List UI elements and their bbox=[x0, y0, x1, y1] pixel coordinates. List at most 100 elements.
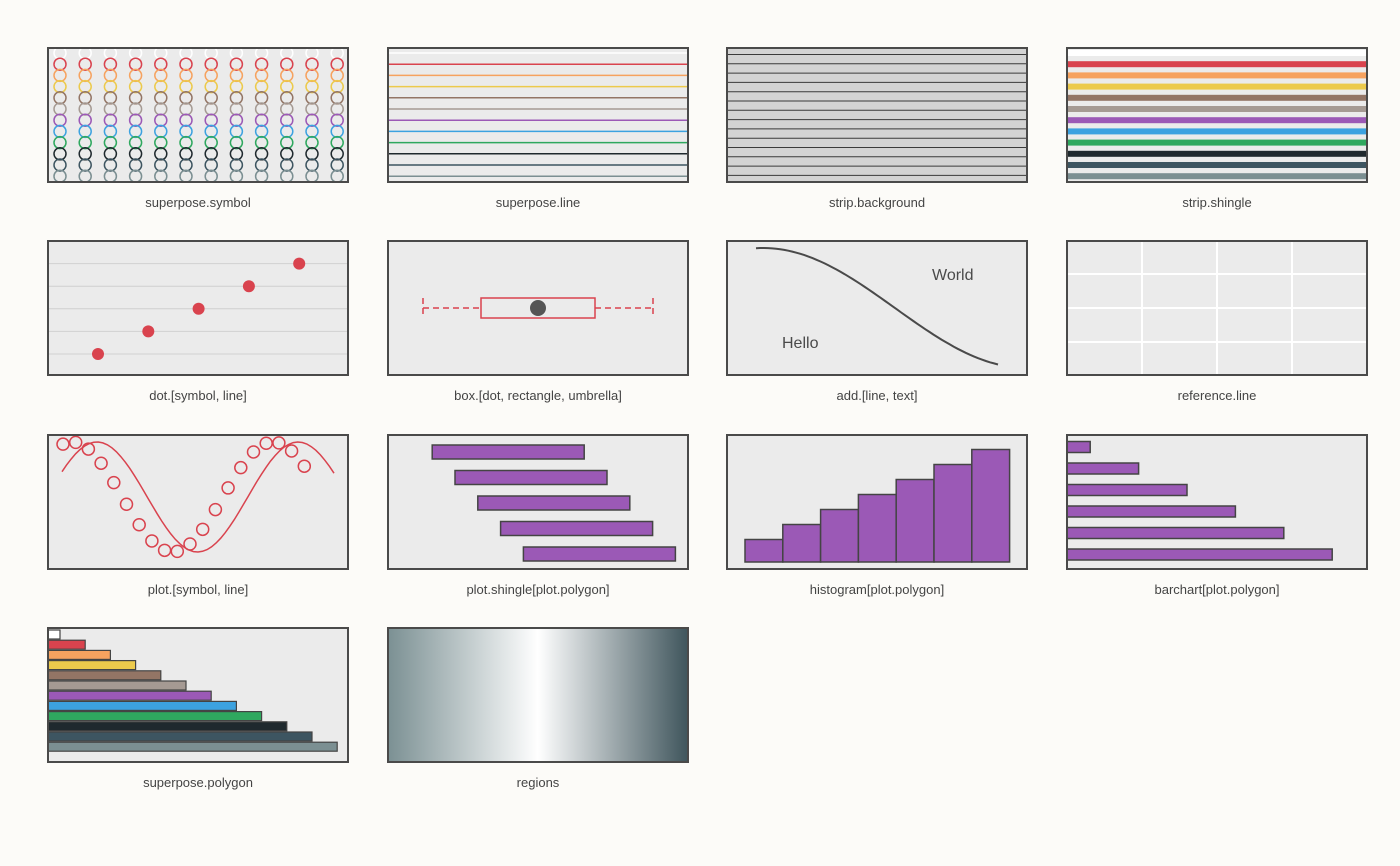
strip-shingle-frame bbox=[1066, 47, 1368, 183]
shingle-strip-band bbox=[1066, 139, 1368, 146]
shingle-interval-bar bbox=[454, 469, 608, 486]
superpose-symbol-plot bbox=[47, 47, 349, 183]
barchart-bar bbox=[1066, 483, 1188, 497]
superpose-line-background bbox=[388, 48, 688, 182]
symbol-point bbox=[154, 102, 168, 116]
superpose-line-frame bbox=[387, 47, 689, 183]
panel-plot-symbol-line bbox=[47, 434, 349, 570]
shingle-strip-band bbox=[1066, 50, 1368, 56]
shingle-strip-band bbox=[1066, 117, 1368, 124]
symbol-point bbox=[305, 147, 319, 161]
box-dot-rectangle-umbrella-plot bbox=[387, 240, 689, 376]
symbol-point bbox=[179, 113, 193, 127]
shingle-interval-bar bbox=[431, 444, 585, 460]
symbol-point bbox=[78, 147, 92, 161]
symbol-point bbox=[78, 57, 92, 71]
symbol-point bbox=[53, 124, 67, 139]
symbol-point bbox=[103, 147, 118, 161]
symbol-point bbox=[128, 102, 143, 116]
panel-superpose-polygon bbox=[47, 627, 349, 763]
symbol-point bbox=[229, 102, 244, 116]
plot-symbol bbox=[297, 459, 312, 473]
symbol-point bbox=[128, 135, 143, 150]
panel-plot-shingle bbox=[387, 434, 689, 570]
symbol-point bbox=[305, 91, 319, 105]
added-text-world: World bbox=[932, 267, 974, 284]
barchart-bar bbox=[1066, 462, 1140, 475]
panel-strip-background bbox=[726, 47, 1028, 183]
plot-symbol-line-frame bbox=[47, 434, 349, 570]
symbol-point bbox=[179, 102, 193, 116]
symbol-point bbox=[280, 135, 294, 150]
symbol-point bbox=[280, 113, 294, 127]
superpose-polygon-bar bbox=[47, 659, 137, 671]
symbol-point bbox=[78, 135, 92, 150]
panel-dot-plot bbox=[47, 240, 349, 376]
caption-add-line-text: add.[line, text] bbox=[836, 388, 918, 403]
strip-shingle-plot bbox=[1066, 47, 1368, 183]
symbol-point bbox=[179, 79, 193, 94]
symbol-point bbox=[53, 147, 67, 161]
symbol-point bbox=[103, 124, 118, 139]
panel-strip-shingle bbox=[1066, 47, 1368, 183]
add-line-text-plot: Hello World bbox=[726, 240, 1028, 376]
symbol-point bbox=[204, 68, 218, 83]
symbol-point bbox=[229, 113, 244, 127]
symbol-point bbox=[229, 47, 244, 60]
panel-box-plot bbox=[387, 240, 689, 376]
symbol-point bbox=[179, 135, 193, 150]
panel-histogram bbox=[726, 434, 1028, 570]
strip-shingle-background bbox=[1067, 48, 1367, 182]
reference-line-frame bbox=[1066, 240, 1368, 376]
box-plot-frame bbox=[387, 240, 689, 376]
plot-symbol-line-background bbox=[48, 435, 348, 569]
symbol-point bbox=[103, 79, 118, 94]
caption-superpose-polygon: superpose.polygon bbox=[143, 775, 253, 790]
symbol-point bbox=[78, 47, 92, 60]
plot-shingle-frame bbox=[387, 434, 689, 570]
shingle-interval-bar bbox=[477, 495, 631, 511]
added-line bbox=[755, 247, 999, 366]
symbol-point bbox=[280, 79, 294, 94]
plot-symbol bbox=[56, 437, 70, 451]
barchart-frame bbox=[1066, 434, 1368, 570]
symbol-point bbox=[103, 135, 118, 150]
symbol-point bbox=[103, 102, 118, 116]
symbol-point bbox=[280, 158, 294, 172]
symbol-point bbox=[154, 135, 168, 150]
symbol-point bbox=[305, 68, 319, 83]
symbol-point bbox=[154, 158, 168, 172]
barchart-bar bbox=[1066, 440, 1091, 454]
shingle-strip-band bbox=[1066, 128, 1368, 135]
plot-symbol-line-plot bbox=[47, 434, 349, 570]
symbol-point bbox=[103, 113, 118, 127]
shingle-strip-band bbox=[1066, 162, 1368, 168]
strip-background-frame bbox=[726, 47, 1028, 183]
symbol-point bbox=[154, 68, 168, 83]
caption-reference-line: reference.line bbox=[1177, 388, 1257, 403]
symbol-point bbox=[103, 57, 118, 71]
histogram-bar bbox=[744, 538, 784, 563]
histogram-bar bbox=[895, 478, 935, 563]
symbol-point bbox=[280, 68, 294, 83]
shingle-strip-band bbox=[1066, 173, 1368, 180]
plot-symbol bbox=[145, 534, 159, 548]
caption-plot-shingle: plot.shingle[plot.polygon] bbox=[466, 582, 610, 597]
symbol-point bbox=[254, 68, 269, 83]
histogram-bar bbox=[819, 508, 860, 563]
symbol-point bbox=[103, 47, 118, 60]
symbol-point bbox=[78, 102, 92, 116]
dot-symbol bbox=[92, 348, 104, 360]
reference-line-plot bbox=[1066, 240, 1368, 376]
symbol-point bbox=[330, 68, 344, 83]
symbol-point bbox=[280, 57, 294, 71]
symbol-point bbox=[179, 91, 193, 105]
plot-symbol bbox=[94, 456, 108, 470]
symbol-point bbox=[154, 57, 168, 71]
symbol-point bbox=[179, 124, 193, 139]
symbol-point bbox=[154, 113, 168, 127]
symbol-point bbox=[229, 124, 244, 139]
plot-symbol bbox=[221, 481, 235, 495]
symbol-point bbox=[229, 158, 244, 172]
symbol-point bbox=[204, 79, 218, 94]
